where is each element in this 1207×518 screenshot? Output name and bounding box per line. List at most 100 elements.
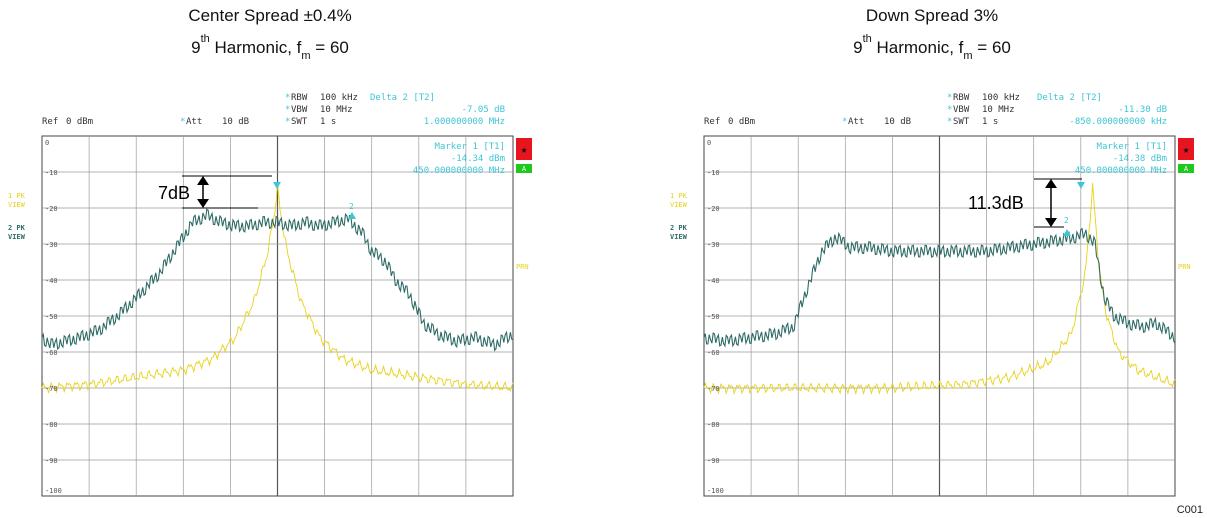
trace1-label: 1 PK	[8, 192, 26, 200]
trace1-label: 1 PK	[670, 192, 688, 200]
trace2-mode: VIEW	[8, 233, 26, 241]
att-asterisk: *	[180, 117, 185, 127]
chart-panel-down-spread: Down Spread 3% 9th Harmonic, fm = 60 * R…	[662, 0, 1207, 518]
delta-freq: 1.000000000 MHz	[424, 117, 505, 127]
y-tick-label: -40	[45, 277, 58, 285]
vbw-value: 10 MHz	[982, 105, 1015, 115]
trace1-mode: VIEW	[8, 201, 26, 209]
y-tick-label: -30	[45, 241, 58, 249]
y-tick-label: -10	[45, 169, 58, 177]
delta-title: Delta 2 [T2]	[1037, 93, 1102, 103]
trace2-label: 2 PK	[670, 224, 688, 232]
y-tick-label: -20	[707, 205, 720, 213]
db-annotation: 7dB	[158, 183, 190, 203]
y-tick-label: -20	[45, 205, 58, 213]
marker-title: Marker 1 [T1]	[1097, 142, 1167, 152]
status-badge-red	[516, 138, 532, 160]
y-tick-labels: 0 -10 -20 -30 -40 -50 -60 -70 -80 -90 -100	[707, 139, 724, 495]
delta-title: Delta 2 [T2]	[370, 93, 435, 103]
y-tick-label: -10	[707, 169, 720, 177]
marker-freq: 450.000000000 MHz	[413, 166, 505, 176]
y-tick-label: -60	[45, 349, 58, 357]
status-badge-green	[516, 164, 532, 173]
y-tick-label: 0	[45, 139, 49, 147]
rbw-asterisk: *	[285, 93, 290, 103]
rbw-label: RBW	[953, 93, 970, 103]
att-asterisk: *	[842, 117, 847, 127]
marker-2-triangle	[348, 212, 356, 219]
db-annotation: 11.3dB	[968, 193, 1024, 213]
y-tick-label: -100	[707, 487, 724, 495]
y-tick-label: -70	[707, 385, 720, 393]
att-label: Att	[848, 117, 864, 127]
rbw-value: 100 kHz	[982, 93, 1020, 103]
vbw-value: 10 MHz	[320, 105, 353, 115]
y-tick-label: -50	[45, 313, 58, 321]
badge-a-label: A	[1184, 165, 1189, 173]
marker-dbm: -14.38 dBm	[1113, 154, 1167, 164]
y-tick-label: -60	[707, 349, 720, 357]
chart-panel-center-spread: Center Spread ±0.4% 9th Harmonic, fm = 6…	[0, 0, 603, 518]
spectrum-analyzer-display: * RBW 100 kHz Delta 2 [T2] * VBW 10 MHz …	[8, 93, 532, 497]
y-tick-label: -90	[45, 457, 58, 465]
chart-subtitle: 9th Harmonic, fm = 60	[191, 33, 349, 62]
att-value: 10 dB	[884, 117, 911, 127]
chart-subtitle: 9th Harmonic, fm = 60	[853, 33, 1011, 62]
ref-value: 0 dBm	[66, 117, 93, 127]
spectrum-analyzer-display: * RBW 100 kHz Delta 2 [T2] * VBW 10 MHz …	[670, 93, 1194, 497]
ref-value: 0 dBm	[728, 117, 755, 127]
y-tick-labels: 0 -10 -20 -30 -40 -50 -60 -70 -80 -90 -100	[45, 139, 62, 495]
star-icon: ★	[521, 143, 528, 156]
arrow-up-icon	[1045, 179, 1057, 188]
trace2-label: 2 PK	[8, 224, 26, 232]
status-badge-red	[1178, 138, 1194, 160]
swt-value: 1 s	[320, 117, 336, 127]
traces	[703, 182, 1176, 396]
swt-label: SWT	[953, 117, 970, 127]
y-tick-label: -50	[707, 313, 720, 321]
ref-label: Ref	[704, 117, 720, 127]
prn-label: PRN	[1178, 263, 1191, 271]
y-tick-label: -40	[707, 277, 720, 285]
marker-2-label: 2	[1064, 216, 1069, 225]
swt-label: SWT	[291, 117, 308, 127]
att-label: Att	[186, 117, 202, 127]
y-tick-label: 0	[707, 139, 711, 147]
reference-trace-line	[703, 182, 1176, 396]
figure-id: C001	[1176, 504, 1203, 516]
rbw-label: RBW	[291, 93, 308, 103]
vbw-label: VBW	[291, 105, 308, 115]
spread-spectrum-trace-line	[41, 208, 514, 352]
rbw-asterisk: *	[947, 93, 952, 103]
prn-label: PRN	[516, 263, 529, 271]
swt-asterisk: *	[947, 117, 952, 127]
marker-dbm: -14.34 dBm	[451, 154, 505, 164]
swt-asterisk: *	[285, 117, 290, 127]
arrow-down-icon	[197, 199, 209, 208]
marker-freq: 450.000000000 MHz	[1075, 166, 1167, 176]
arrow-up-icon	[197, 176, 209, 185]
trace1-mode: VIEW	[670, 201, 688, 209]
star-icon: ★	[1183, 143, 1190, 156]
vbw-label: VBW	[953, 105, 970, 115]
trace2-mode: VIEW	[670, 233, 688, 241]
marker-1-triangle	[1077, 182, 1085, 189]
marker-2-label: 2	[349, 202, 354, 211]
swt-value: 1 s	[982, 117, 998, 127]
y-tick-label: -70	[45, 385, 58, 393]
ref-label: Ref	[42, 117, 58, 127]
arrow-down-icon	[1045, 218, 1057, 227]
delta-db: -7.05 dB	[462, 105, 505, 115]
y-tick-label: -80	[45, 421, 58, 429]
marker-1-triangle	[273, 182, 281, 189]
status-badge-green	[1178, 164, 1194, 173]
y-tick-label: -80	[707, 421, 720, 429]
vbw-asterisk: *	[947, 105, 952, 115]
marker-2-triangle	[1063, 229, 1071, 236]
delta-freq: -850.000000000 kHz	[1069, 117, 1167, 127]
att-value: 10 dB	[222, 117, 249, 127]
spread-spectrum-trace-line	[703, 227, 1176, 348]
vbw-asterisk: *	[285, 105, 290, 115]
y-tick-label: -30	[707, 241, 720, 249]
grid	[703, 135, 1176, 497]
